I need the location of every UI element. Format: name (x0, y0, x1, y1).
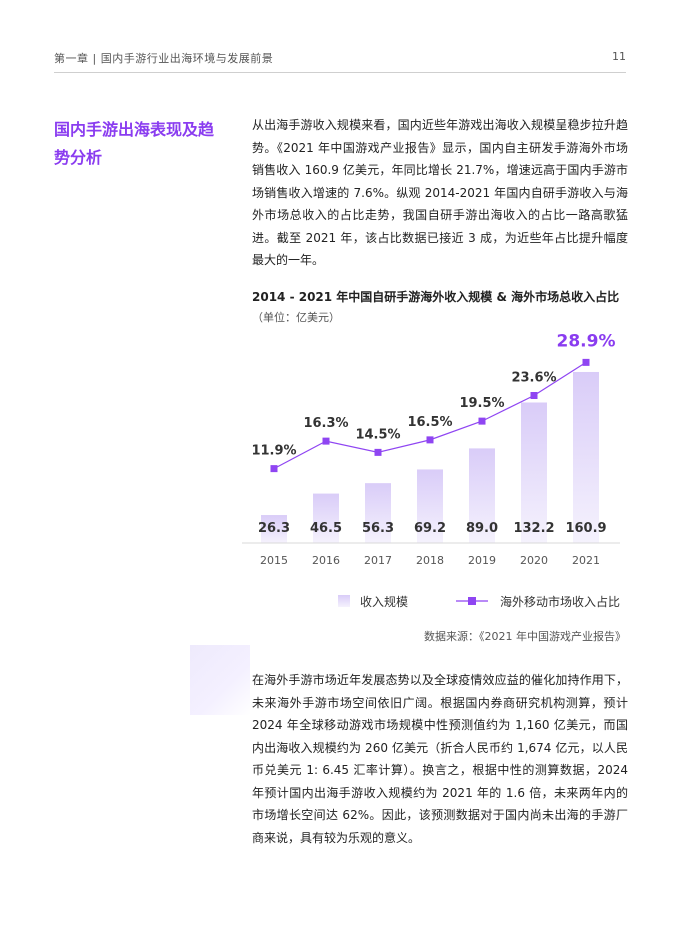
intro-paragraph: 从出海手游收入规模来看，国内近些年游戏出海收入规模呈稳步拉升趋势。《2021 年… (252, 118, 628, 267)
bar-2015 (261, 515, 287, 543)
revenue-share-chart: 26.3 46.5 56.3 69.2 89.0 132.2 160.9 2015 2016 2… (242, 331, 620, 609)
share-marker-2017 (374, 448, 382, 456)
chart-unit: （单位：亿美元） (252, 311, 340, 324)
bar-2017 (365, 483, 391, 543)
header-divider (54, 72, 626, 73)
share-value-label: 11.9% (251, 444, 296, 459)
bar-value-label: 56.3 (362, 521, 394, 536)
share-marker-2020 (530, 392, 538, 399)
bar-2019 (469, 448, 495, 543)
x-tick-label: 2017 (364, 554, 392, 567)
share-value-label: 19.5% (459, 396, 504, 411)
bar-2020 (521, 402, 547, 543)
bar-value-label: 132.2 (513, 521, 554, 536)
legend-line-marker (468, 597, 476, 605)
share-value-label: 14.5% (355, 427, 400, 442)
legend-line-label: 海外移动市场收入占比 (500, 594, 620, 609)
x-tick-label: 2019 (468, 554, 496, 567)
bar-2018 (417, 469, 443, 543)
share-marker-2015 (270, 465, 278, 473)
x-tick-label: 2018 (416, 554, 444, 567)
bar-value-label: 26.3 (258, 521, 290, 536)
bar-value-label: 160.9 (565, 521, 606, 536)
chart-title: 2014 - 2021 年中国自研手游海外收入规模 & 海外市场总收入占比 (252, 290, 620, 304)
data-source: 数据来源：《2021 年中国游戏产业报告》 (424, 630, 626, 643)
bar-value-label: 69.2 (414, 521, 446, 536)
x-tick-label: 2021 (572, 554, 600, 567)
share-marker-2019 (478, 417, 486, 425)
x-tick-label: 2020 (520, 554, 548, 567)
share-value-label: 16.3% (303, 416, 348, 431)
bar-value-label: 89.0 (466, 521, 498, 536)
share-marker-2018 (426, 436, 434, 444)
share-value-label: 16.5% (407, 415, 452, 430)
page-number: 11 (612, 50, 626, 63)
bar-value-label: 46.5 (310, 521, 342, 536)
bar-2021 (573, 371, 599, 543)
share-value-label: 23.6% (511, 371, 556, 386)
x-tick-label: 2015 (260, 554, 288, 567)
decorative-gradient-block (190, 645, 250, 715)
legend-bar-label: 收入规模 (360, 594, 408, 609)
share-marker-2021 (582, 358, 590, 366)
chapter-header: 第一章 | 国内手游行业出海环境与发展前景 (54, 52, 274, 65)
share-value-label: 28.9% (557, 331, 616, 351)
outlook-paragraph: 在海外手游市场近年发展态势以及全球疫情效应益的催化加持作用下，未来海外手游市场空… (252, 673, 628, 845)
bar-2016 (313, 493, 339, 543)
x-tick-label: 2016 (312, 554, 340, 567)
legend-bar-swatch (338, 595, 350, 607)
section-title: 国内手游出海表现及趋势分析 (54, 120, 215, 167)
share-marker-2016 (322, 437, 330, 445)
